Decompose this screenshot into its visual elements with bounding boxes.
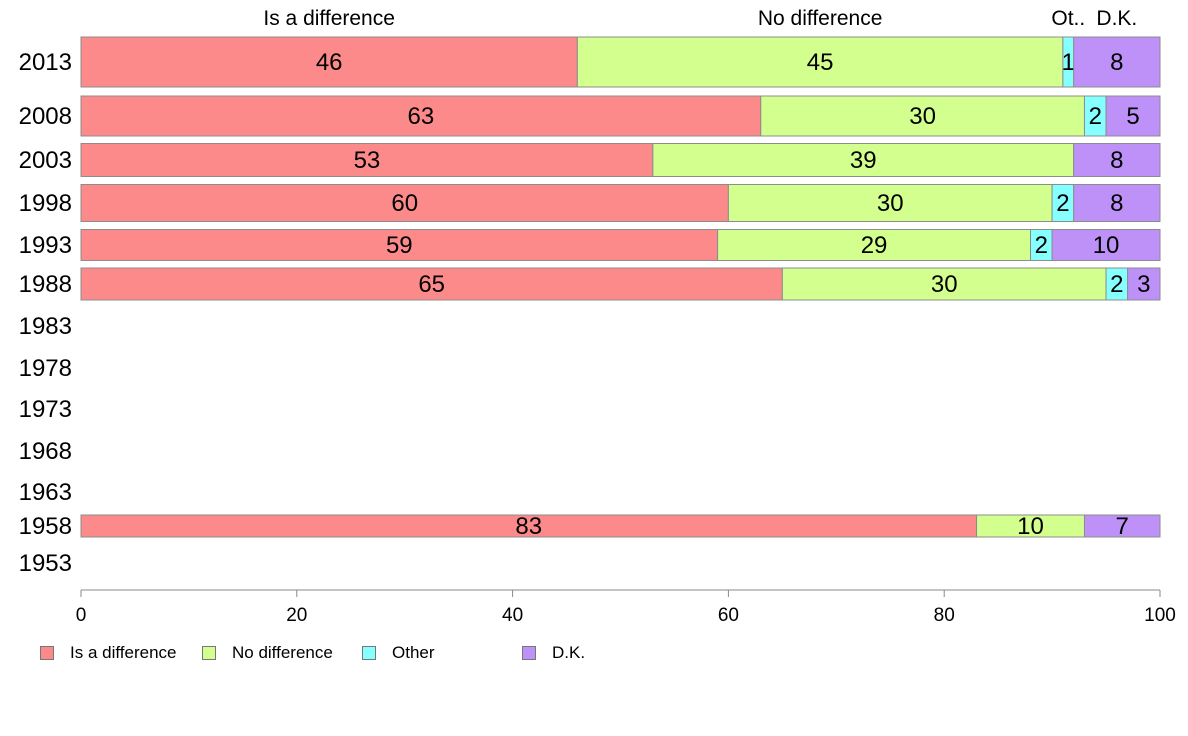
data-label: 39: [850, 147, 877, 174]
x-tick-label: 20: [286, 605, 307, 626]
data-label: 46: [316, 49, 343, 76]
y-tick-label: 1973: [19, 396, 72, 423]
bar-segment: [80, 229, 719, 261]
legend-item: No difference: [202, 643, 333, 663]
data-label: 53: [354, 147, 381, 174]
legend-swatch: [362, 646, 376, 660]
y-tick-label: 1988: [19, 271, 72, 298]
legend-label: No difference: [232, 643, 333, 662]
y-tick-label: 1978: [19, 355, 72, 382]
y-tick-label: 2003: [19, 147, 72, 174]
data-label: 83: [515, 513, 542, 540]
data-label: 65: [418, 271, 445, 298]
data-label: 30: [909, 103, 936, 130]
data-label: 60: [391, 190, 418, 217]
data-label: 2: [1089, 103, 1102, 130]
bar-segment: [727, 184, 1053, 222]
legend-label: Is a difference: [70, 643, 177, 662]
bar-segment: [576, 36, 1064, 88]
x-tick-label: 0: [76, 605, 87, 626]
top-label: Is a difference: [263, 7, 395, 30]
data-label: 3: [1137, 271, 1150, 298]
legend-item: Other: [362, 643, 435, 663]
data-label: 59: [386, 232, 413, 259]
data-label: 8: [1110, 147, 1123, 174]
bar-segment: [1105, 95, 1161, 137]
y-tick-label: 1998: [19, 190, 72, 217]
data-label: 30: [877, 190, 904, 217]
data-label: 2: [1056, 190, 1069, 217]
bar-segment: [1051, 229, 1161, 261]
data-label: 45: [807, 49, 834, 76]
y-tick-label: 1953: [19, 550, 72, 577]
top-label: D.K.: [1096, 7, 1137, 30]
bar-segment: [1073, 143, 1161, 177]
bar-segment: [80, 267, 783, 301]
data-label: 8: [1110, 190, 1123, 217]
legend-label: Other: [392, 643, 435, 662]
y-tick-label: 1968: [19, 438, 72, 465]
legend: Is a difference No difference Other D.K.: [40, 643, 1140, 663]
x-tick-label: 60: [718, 605, 739, 626]
legend-item: D.K.: [522, 643, 585, 663]
bar-segment: [1127, 267, 1161, 301]
legend-swatch: [202, 646, 216, 660]
data-label: 7: [1116, 513, 1129, 540]
legend-item: Is a difference: [40, 643, 176, 663]
top-label: Ot..: [1051, 7, 1085, 30]
bar-segment: [760, 95, 1085, 137]
data-label: 30: [931, 271, 958, 298]
y-tick-label: 2013: [19, 49, 72, 76]
y-tick-label: 1993: [19, 232, 72, 259]
data-label: 8: [1110, 49, 1123, 76]
legend-swatch: [522, 646, 536, 660]
top-label: No difference: [758, 7, 883, 30]
bar-segment: [1083, 514, 1161, 538]
legend-swatch: [40, 646, 54, 660]
legend-label: D.K.: [552, 643, 586, 662]
y-tick-label: 1963: [19, 479, 72, 506]
y-tick-label: 1983: [19, 313, 72, 340]
data-label: 5: [1126, 103, 1139, 130]
bar-segment: [80, 143, 654, 177]
data-label: 2: [1035, 232, 1048, 259]
data-label: 1: [1062, 49, 1075, 76]
data-label: 63: [408, 103, 435, 130]
data-label: 2: [1110, 271, 1123, 298]
data-label: 10: [1017, 513, 1044, 540]
bar-segment: [1073, 184, 1161, 222]
y-tick-label: 2008: [19, 103, 72, 130]
data-label: 10: [1093, 232, 1120, 259]
bar-segment: [1073, 36, 1161, 88]
bar-segment: [652, 143, 1075, 177]
bar-segment: [717, 229, 1032, 261]
bar-segment: [80, 184, 729, 222]
x-tick-label: 40: [502, 605, 523, 626]
y-tick-label: 1958: [19, 513, 72, 540]
x-tick-label: 100: [1144, 605, 1176, 626]
bar-segment: [80, 36, 578, 88]
data-label: 29: [861, 232, 888, 259]
x-tick-label: 80: [934, 605, 955, 626]
